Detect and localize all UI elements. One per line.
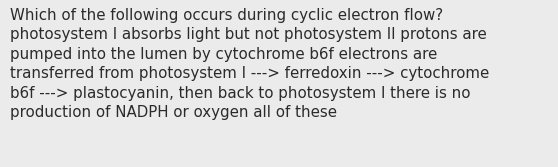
Text: Which of the following occurs during cyclic electron flow?
photosystem I absorbs: Which of the following occurs during cyc…	[10, 8, 489, 120]
